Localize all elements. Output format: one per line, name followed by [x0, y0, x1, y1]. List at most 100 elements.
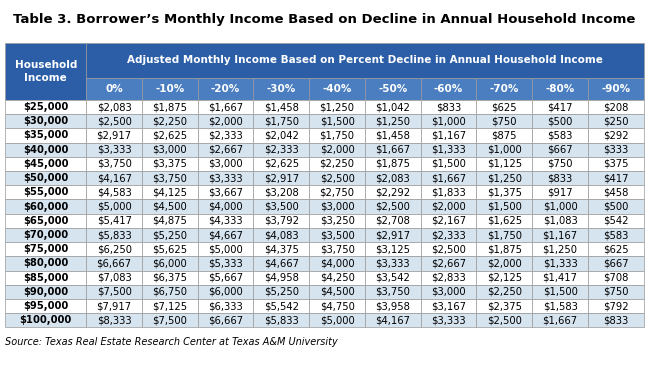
Bar	[588, 285, 644, 299]
Text: $7,083: $7,083	[97, 273, 132, 283]
Text: Table 3. Borrower’s Monthly Income Based on Decline in Annual Household Income: Table 3. Borrower’s Monthly Income Based…	[14, 13, 635, 26]
Bar	[588, 100, 644, 114]
Bar	[477, 171, 532, 185]
Bar	[477, 142, 532, 157]
Bar	[253, 100, 309, 114]
Bar	[142, 228, 198, 242]
Bar	[198, 313, 253, 327]
Text: $500: $500	[548, 116, 573, 126]
Text: $3,000: $3,000	[432, 287, 466, 297]
Bar	[365, 142, 421, 157]
Bar	[5, 242, 86, 256]
Bar	[86, 157, 142, 171]
Text: $3,500: $3,500	[264, 202, 299, 212]
Text: $3,750: $3,750	[320, 244, 355, 254]
Text: -20%: -20%	[211, 84, 240, 94]
Bar	[253, 128, 309, 142]
Bar	[86, 171, 142, 185]
Bar	[198, 214, 253, 228]
Text: -10%: -10%	[155, 84, 184, 94]
Bar	[142, 214, 198, 228]
Bar	[142, 128, 198, 142]
Text: $625: $625	[491, 102, 517, 112]
Bar	[588, 270, 644, 285]
Text: $2,500: $2,500	[97, 116, 132, 126]
Bar	[421, 228, 477, 242]
Bar	[5, 313, 86, 327]
Bar	[365, 128, 421, 142]
Bar	[421, 313, 477, 327]
Bar	[477, 299, 532, 313]
Bar	[142, 142, 198, 157]
Text: $2,250: $2,250	[152, 116, 188, 126]
Text: $833: $833	[603, 315, 628, 325]
Bar	[365, 114, 421, 128]
Bar	[421, 114, 477, 128]
Text: $3,542: $3,542	[375, 273, 410, 283]
Text: $458: $458	[603, 187, 628, 197]
Text: -50%: -50%	[378, 84, 408, 94]
Text: $625: $625	[603, 244, 629, 254]
Text: -40%: -40%	[322, 84, 352, 94]
Bar	[198, 270, 253, 285]
Text: $833: $833	[436, 102, 461, 112]
Text: $2,125: $2,125	[487, 273, 522, 283]
Text: $2,625: $2,625	[264, 159, 299, 169]
Bar	[588, 142, 644, 157]
Bar	[588, 157, 644, 171]
Text: $500: $500	[603, 202, 628, 212]
Text: $5,250: $5,250	[264, 287, 299, 297]
Text: $6,250: $6,250	[97, 244, 132, 254]
Bar	[365, 228, 421, 242]
Bar	[86, 142, 142, 157]
Bar	[198, 228, 253, 242]
Bar	[253, 142, 309, 157]
Bar	[5, 128, 86, 142]
Bar	[365, 100, 421, 114]
Text: $2,750: $2,750	[320, 187, 355, 197]
Text: $542: $542	[603, 216, 629, 226]
Text: $667: $667	[603, 259, 629, 269]
Bar	[253, 270, 309, 285]
Text: $6,000: $6,000	[208, 287, 243, 297]
Bar	[86, 285, 142, 299]
Bar	[309, 214, 365, 228]
Text: $75,000: $75,000	[23, 244, 68, 254]
Bar	[86, 78, 142, 100]
Text: $55,000: $55,000	[23, 187, 68, 197]
Text: $2,000: $2,000	[208, 116, 243, 126]
Bar	[86, 299, 142, 313]
Text: $2,667: $2,667	[431, 259, 466, 269]
Text: $1,458: $1,458	[264, 102, 299, 112]
Text: $3,333: $3,333	[432, 315, 466, 325]
Text: $250: $250	[603, 116, 629, 126]
Text: $8,333: $8,333	[97, 315, 132, 325]
Bar	[86, 185, 142, 199]
Text: -70%: -70%	[490, 84, 519, 94]
Bar	[365, 299, 421, 313]
Bar	[477, 78, 532, 100]
Text: $3,208: $3,208	[264, 187, 299, 197]
Text: $1,667: $1,667	[208, 102, 243, 112]
Bar	[532, 228, 588, 242]
Bar	[365, 256, 421, 270]
Text: $1,250: $1,250	[487, 173, 522, 183]
Text: $1,500: $1,500	[487, 202, 522, 212]
Bar	[421, 214, 477, 228]
Text: $2,292: $2,292	[375, 187, 410, 197]
Bar	[5, 185, 86, 199]
Bar	[253, 199, 309, 214]
Text: $3,250: $3,250	[320, 216, 355, 226]
Text: $7,917: $7,917	[97, 301, 132, 311]
Text: $1,667: $1,667	[375, 145, 410, 155]
Bar	[421, 157, 477, 171]
Bar	[365, 313, 421, 327]
Bar	[253, 313, 309, 327]
Bar	[532, 199, 588, 214]
Bar	[5, 199, 86, 214]
Text: $4,500: $4,500	[320, 287, 355, 297]
Text: -30%: -30%	[267, 84, 296, 94]
Bar	[86, 256, 142, 270]
Text: $1,375: $1,375	[487, 187, 522, 197]
Text: $2,375: $2,375	[487, 301, 522, 311]
